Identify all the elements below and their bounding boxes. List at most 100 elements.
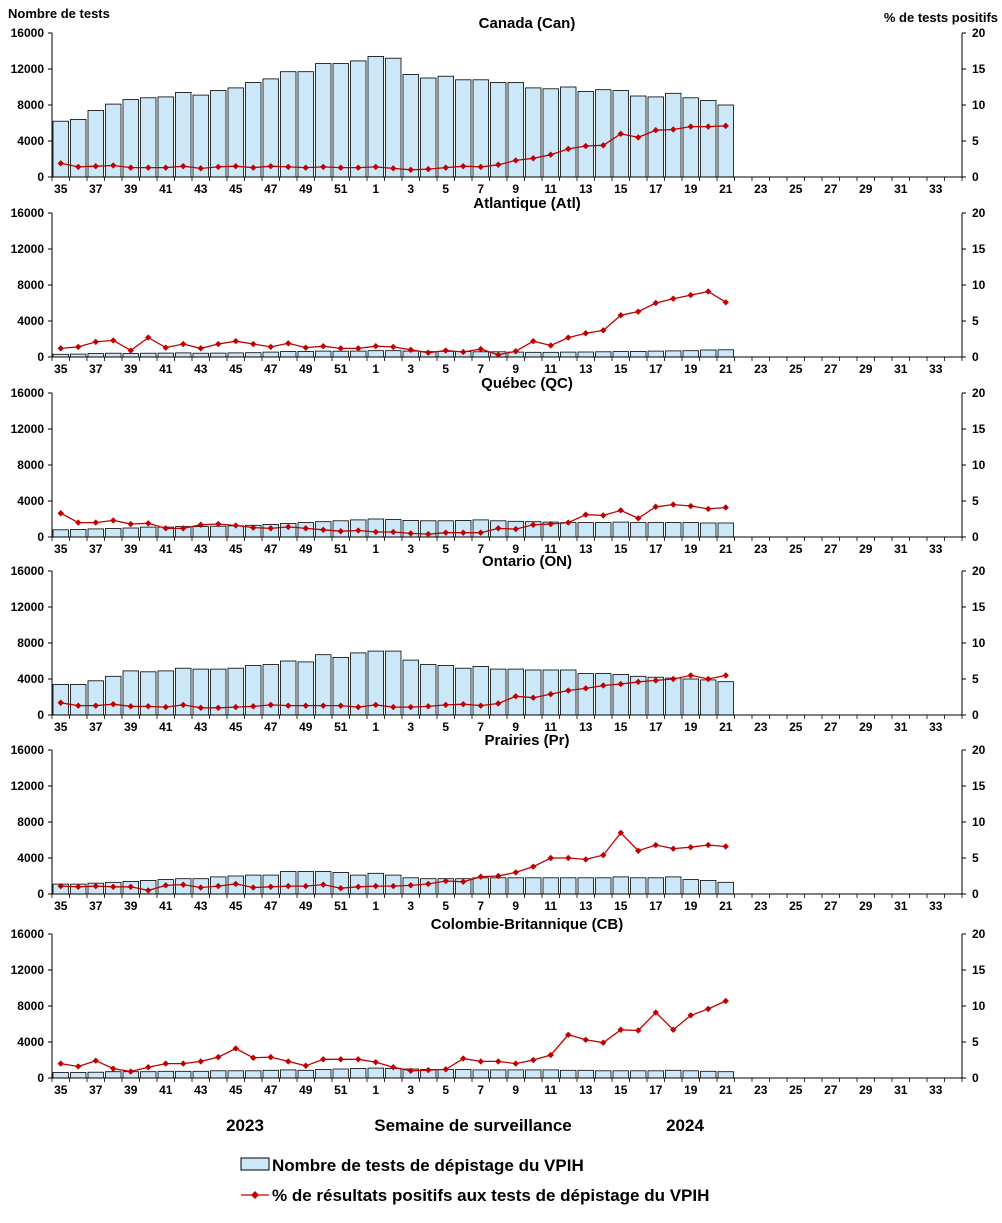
bar-week-38 bbox=[105, 675, 122, 716]
bar-week-16 bbox=[630, 350, 647, 358]
pct-marker-week-21 bbox=[722, 843, 729, 850]
right-tick-label: 20 bbox=[972, 206, 986, 220]
left-axis-title: Nombre de tests bbox=[8, 6, 110, 21]
x-tick-label: 7 bbox=[477, 542, 484, 556]
pct-marker-week-35 bbox=[57, 160, 64, 167]
pct-marker-week-37 bbox=[92, 338, 99, 346]
pct-marker-week-2 bbox=[390, 1064, 397, 1071]
bar-week-48 bbox=[280, 71, 297, 178]
bar-week-10 bbox=[525, 87, 542, 178]
x-tick-label: 31 bbox=[894, 182, 908, 196]
panel-3: Ontario (ON)0400080001200016000051015203… bbox=[11, 553, 986, 734]
right-tick-label: 10 bbox=[972, 458, 986, 472]
pct-marker-week-5 bbox=[442, 1066, 449, 1073]
x-tick-label: 49 bbox=[299, 720, 313, 734]
pct-marker-week-48 bbox=[285, 523, 292, 531]
left-tick-label: 0 bbox=[37, 708, 44, 722]
pct-marker-week-10 bbox=[530, 521, 537, 528]
x-tick-label: 41 bbox=[159, 1083, 173, 1097]
bar-week-47 bbox=[262, 1069, 279, 1079]
pct-marker-week-6 bbox=[460, 348, 467, 356]
pct-marker-week-14 bbox=[600, 851, 607, 859]
bar-week-13 bbox=[577, 673, 594, 716]
pct-marker-week-4 bbox=[425, 1066, 432, 1074]
right-tick-label: 5 bbox=[972, 314, 979, 328]
x-tick-label: 3 bbox=[407, 720, 414, 734]
pct-marker-week-20 bbox=[705, 288, 712, 295]
pct-marker-week-8 bbox=[495, 525, 502, 532]
pct-marker-week-8 bbox=[495, 700, 502, 707]
x-tick-label: 43 bbox=[194, 720, 208, 734]
pct-marker-week-13 bbox=[582, 330, 589, 337]
bar-week-21 bbox=[717, 349, 734, 358]
x-tick-label: 13 bbox=[579, 899, 593, 913]
left-tick-label: 16000 bbox=[11, 564, 45, 578]
bar-week-36 bbox=[70, 529, 87, 538]
pct-marker-week-14 bbox=[600, 142, 607, 149]
x-tick-label: 33 bbox=[929, 899, 943, 913]
bar-week-44 bbox=[210, 352, 227, 358]
pct-marker-week-18 bbox=[670, 501, 677, 508]
x-tick-label: 49 bbox=[299, 182, 313, 196]
pct-marker-week-3 bbox=[407, 530, 414, 537]
x-tick-label: 47 bbox=[264, 182, 278, 196]
pct-marker-week-49 bbox=[302, 344, 309, 351]
x-tick-label: 11 bbox=[544, 720, 557, 734]
x-tick-label: 11 bbox=[544, 899, 557, 913]
bar-week-20 bbox=[700, 880, 717, 895]
x-tick-label: 17 bbox=[649, 182, 663, 196]
bar-week-49 bbox=[297, 871, 314, 895]
x-tick-label: 35 bbox=[54, 899, 68, 913]
right-tick-label: 5 bbox=[972, 851, 979, 865]
pct-marker-week-12 bbox=[565, 854, 572, 862]
panel-title: Atlantique (Atl) bbox=[473, 195, 580, 212]
bar-week-43 bbox=[192, 94, 209, 178]
x-tick-label: 1 bbox=[372, 1083, 379, 1097]
right-tick-label: 15 bbox=[972, 422, 986, 436]
x-tick-label: 33 bbox=[929, 1083, 943, 1097]
bar-week-21 bbox=[717, 522, 734, 538]
bar-week-46 bbox=[245, 352, 262, 358]
bar-week-48 bbox=[280, 351, 297, 358]
pct-marker-week-49 bbox=[302, 164, 309, 171]
right-tick-label: 0 bbox=[972, 708, 979, 722]
x-tick-label: 9 bbox=[512, 720, 519, 734]
bar-week-10 bbox=[525, 877, 542, 895]
x-tick-label: 33 bbox=[929, 542, 943, 556]
bar-week-11 bbox=[542, 351, 559, 358]
pct-marker-week-16 bbox=[635, 847, 642, 854]
pct-marker-week-50 bbox=[320, 1056, 327, 1063]
pct-marker-week-5 bbox=[442, 529, 449, 536]
pct-marker-week-6 bbox=[460, 529, 467, 536]
x-tick-label: 39 bbox=[124, 542, 138, 556]
pct-marker-week-21 bbox=[722, 299, 729, 306]
pct-marker-week-9 bbox=[512, 693, 519, 700]
bar-week-39 bbox=[122, 527, 139, 538]
pct-marker-week-12 bbox=[565, 519, 572, 526]
right-tick-label: 10 bbox=[972, 815, 986, 829]
left-tick-label: 12000 bbox=[11, 600, 45, 614]
legend: Nombre de tests de dépistage du VPIH % d… bbox=[240, 1156, 709, 1205]
x-tick-label: 33 bbox=[929, 362, 943, 376]
pct-marker-week-13 bbox=[582, 1036, 589, 1044]
pct-marker-week-48 bbox=[285, 340, 292, 347]
right-tick-label: 5 bbox=[972, 494, 979, 508]
pct-marker-week-3 bbox=[407, 346, 414, 353]
pct-marker-week-2 bbox=[390, 528, 397, 536]
x-tick-label: 27 bbox=[824, 182, 838, 196]
bar-week-43 bbox=[192, 1070, 209, 1079]
pct-marker-week-37 bbox=[92, 882, 99, 890]
pct-marker-week-35 bbox=[57, 345, 64, 352]
left-tick-label: 12000 bbox=[11, 62, 45, 76]
right-tick-label: 15 bbox=[972, 62, 986, 76]
pct-positive-line bbox=[60, 1000, 727, 1073]
pct-marker-week-47 bbox=[267, 343, 274, 351]
bar-week-18 bbox=[665, 1069, 682, 1079]
x-tick-label: 7 bbox=[477, 1083, 484, 1097]
bar-week-11 bbox=[542, 88, 559, 178]
bar-week-35 bbox=[52, 529, 69, 538]
pct-marker-week-45 bbox=[232, 522, 239, 529]
x-tick-label: 3 bbox=[407, 362, 414, 376]
x-tick-label: 1 bbox=[372, 362, 379, 376]
pct-marker-week-39 bbox=[127, 1068, 134, 1075]
